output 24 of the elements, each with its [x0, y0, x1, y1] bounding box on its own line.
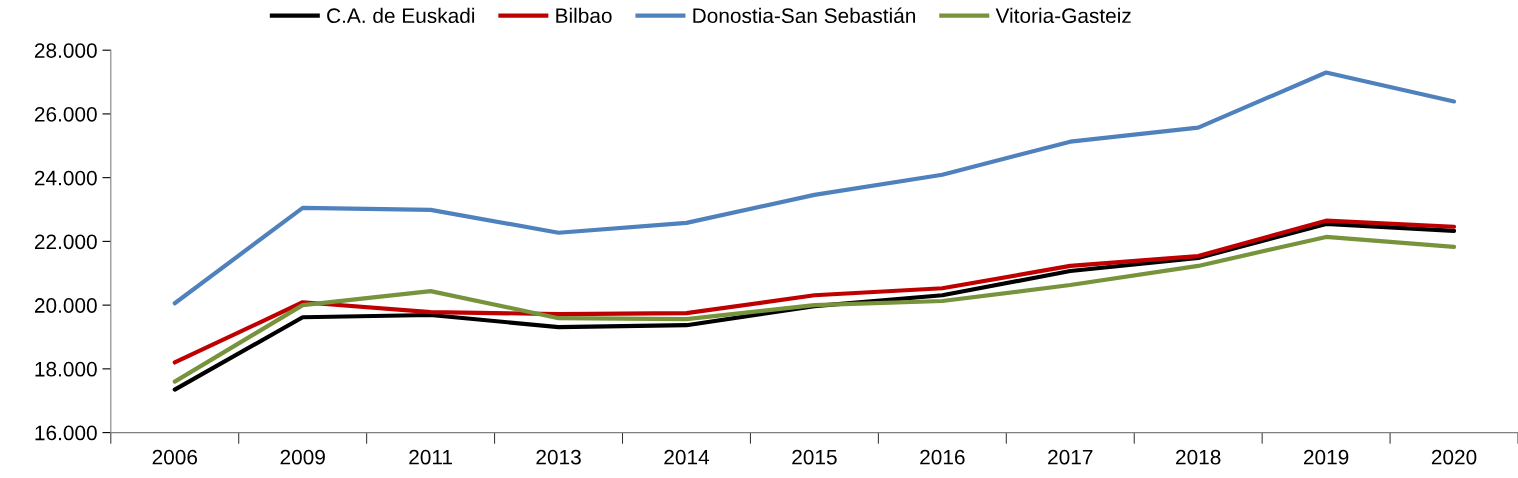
- y-tick-label: 16.000: [35, 425, 97, 441]
- x-tick-label: 2014: [664, 449, 710, 465]
- line-series: [172, 70, 1457, 306]
- x-tick-label: 2011: [409, 449, 453, 465]
- x-tick-label: 2017: [1048, 449, 1093, 465]
- x-tick-label: 2006: [152, 449, 198, 465]
- x-tick-label: 2020: [1431, 449, 1477, 465]
- x-tick-label: 2019: [1303, 449, 1349, 465]
- legend-label: C.A. de Euskadi: [327, 7, 475, 24]
- y-tick-label: 28.000: [34, 43, 97, 58]
- x-tick-label: 2015: [792, 449, 837, 465]
- legend-label: Donostia-San Sebastián: [693, 7, 916, 24]
- y-tick-label: 24.000: [34, 170, 97, 186]
- legend-label: Vitoria-Gasteiz: [995, 7, 1131, 24]
- x-tick-label: 2018: [1176, 449, 1221, 465]
- legend-label: Bilbao: [556, 7, 612, 24]
- y-tick-label: 18.000: [35, 361, 97, 377]
- y-tick-label: 20.000: [34, 298, 97, 313]
- line-series: [172, 218, 1457, 365]
- y-tick-label: 22.000: [34, 234, 97, 250]
- y-tick-label: 26.000: [34, 106, 97, 122]
- x-tick-label: 2009: [280, 449, 325, 465]
- x-tick-label: 2016: [920, 449, 965, 465]
- x-tick-label: 2013: [536, 449, 581, 465]
